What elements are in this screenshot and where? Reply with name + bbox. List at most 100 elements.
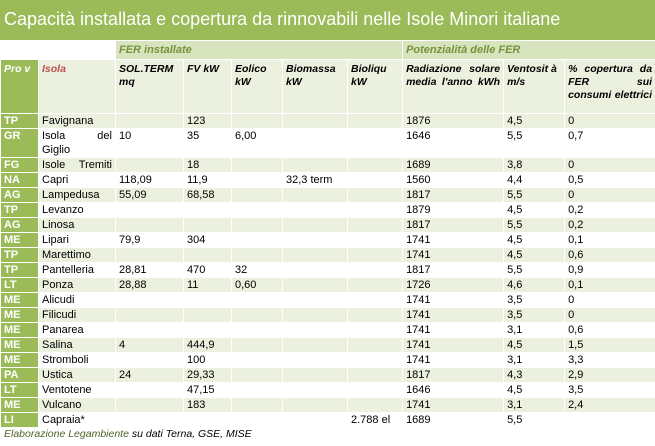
cell-biomassa bbox=[282, 157, 348, 173]
cell-biomassa bbox=[282, 128, 348, 158]
cell-prov: ME bbox=[0, 352, 39, 368]
header-prov: Pro v bbox=[0, 59, 39, 114]
cell-solterm bbox=[115, 202, 184, 218]
cell-radiazione: 1817 bbox=[402, 187, 505, 203]
cell-prov: LI bbox=[0, 412, 39, 428]
cell-biomassa bbox=[282, 322, 348, 338]
header-solterm: SOL.TERM mq bbox=[115, 59, 184, 114]
cell-copertura: 0 bbox=[564, 113, 655, 129]
cell-solterm bbox=[115, 157, 184, 173]
cell-bioliqu bbox=[346, 337, 404, 353]
cell-ventosita: 3,5 bbox=[503, 292, 566, 308]
cell-isola: Pantelleria bbox=[38, 262, 116, 278]
cell-solterm bbox=[115, 247, 184, 263]
cell-solterm bbox=[115, 217, 184, 233]
cell-eolico: 0,60 bbox=[231, 277, 283, 293]
cell-ventosita: 4,5 bbox=[503, 113, 566, 129]
cell-ventosita: 3,5 bbox=[503, 307, 566, 323]
cell-ventosita: 4,5 bbox=[503, 202, 566, 218]
cell-prov: ME bbox=[0, 322, 39, 338]
cell-fv: 183 bbox=[183, 397, 232, 413]
table-row: GR Isola del Giglio 10 35 6,00 1646 5,5 0,7 bbox=[0, 128, 655, 158]
cell-radiazione: 1879 bbox=[402, 202, 505, 218]
cell-fv: 444,9 bbox=[183, 337, 232, 353]
cell-fv: 18 bbox=[183, 157, 232, 173]
cell-radiazione: 1726 bbox=[402, 277, 505, 293]
cell-isola: Vulcano bbox=[38, 397, 116, 413]
cell-prov: AG bbox=[0, 217, 39, 233]
cell-bioliqu bbox=[346, 217, 404, 233]
cell-radiazione: 1689 bbox=[402, 412, 505, 428]
cell-bioliqu bbox=[346, 292, 404, 308]
cell-copertura bbox=[564, 412, 655, 428]
cell-biomassa bbox=[282, 202, 348, 218]
table-row: ME Panarea 1741 3,1 0,6 bbox=[0, 322, 655, 338]
cell-biomassa bbox=[282, 382, 348, 398]
cell-prov: TP bbox=[0, 247, 39, 263]
table-row: FG Isole Tremiti 18 1689 3,8 0 bbox=[0, 157, 655, 173]
cell-isola: Ponza bbox=[38, 277, 116, 293]
cell-copertura: 0,6 bbox=[564, 247, 655, 263]
table-row: LT Ventotene 47,15 1646 4,5 3,5 bbox=[0, 382, 655, 398]
band-potenzialita: Potenzialità delle FER bbox=[402, 40, 655, 60]
table-row: AG Linosa 1817 5,5 0,2 bbox=[0, 217, 655, 233]
header-eolico: Eolico kW bbox=[231, 59, 283, 114]
cell-biomassa bbox=[282, 412, 348, 428]
cell-eolico bbox=[231, 247, 283, 263]
cell-isola: Panarea bbox=[38, 322, 116, 338]
cell-ventosita: 3,8 bbox=[503, 157, 566, 173]
cell-isola: Capraia* bbox=[38, 412, 116, 428]
cell-prov: TP bbox=[0, 202, 39, 218]
header-fv: FV kW bbox=[183, 59, 232, 114]
cell-prov: ME bbox=[0, 232, 39, 248]
table-row: ME Stromboli 100 1741 3,1 3,3 bbox=[0, 352, 655, 368]
cell-biomassa bbox=[282, 262, 348, 278]
cell-fv: 11,9 bbox=[183, 172, 232, 188]
cell-eolico bbox=[231, 232, 283, 248]
cell-prov: ME bbox=[0, 307, 39, 323]
header-biomassa: Biomassa kW bbox=[282, 59, 348, 114]
table-row: PA Ustica 24 29,33 1817 4,3 2,9 bbox=[0, 367, 655, 383]
cell-bioliqu: 2.788 el bbox=[346, 412, 404, 428]
cell-solterm bbox=[115, 307, 184, 323]
cell-prov: GR bbox=[0, 128, 39, 158]
cell-fv bbox=[183, 322, 232, 338]
band-empty bbox=[38, 40, 116, 60]
cell-radiazione: 1817 bbox=[402, 367, 505, 383]
table-row: TP Marettimo 1741 4,5 0,6 bbox=[0, 247, 655, 263]
cell-bioliqu bbox=[346, 247, 404, 263]
cell-solterm bbox=[115, 292, 184, 308]
cell-radiazione: 1646 bbox=[402, 128, 505, 158]
cell-isola: Ventotene bbox=[38, 382, 116, 398]
table-row: TP Levanzo 1879 4,5 0,2 bbox=[0, 202, 655, 218]
cell-solterm: 118,09 bbox=[115, 172, 184, 188]
cell-eolico bbox=[231, 322, 283, 338]
cell-prov: ME bbox=[0, 397, 39, 413]
cell-eolico bbox=[231, 337, 283, 353]
cell-fv: 123 bbox=[183, 113, 232, 129]
cell-copertura: 0 bbox=[564, 187, 655, 203]
cell-bioliqu bbox=[346, 322, 404, 338]
cell-copertura: 0,9 bbox=[564, 262, 655, 278]
cell-biomassa bbox=[282, 337, 348, 353]
cell-ventosita: 5,5 bbox=[503, 187, 566, 203]
cell-prov: TP bbox=[0, 262, 39, 278]
cell-copertura: 0,2 bbox=[564, 202, 655, 218]
cell-bioliqu bbox=[346, 352, 404, 368]
cell-copertura: 0 bbox=[564, 307, 655, 323]
cell-fv bbox=[183, 202, 232, 218]
cell-isola: Salina bbox=[38, 337, 116, 353]
cell-prov: ME bbox=[0, 292, 39, 308]
cell-eolico bbox=[231, 187, 283, 203]
table-row: ME Salina 4 444,9 1741 4,5 1,5 bbox=[0, 337, 655, 353]
cell-ventosita: 4,3 bbox=[503, 367, 566, 383]
cell-biomassa bbox=[282, 277, 348, 293]
cell-prov: FG bbox=[0, 157, 39, 173]
cell-bioliqu bbox=[346, 113, 404, 129]
cell-solterm bbox=[115, 352, 184, 368]
cell-radiazione: 1741 bbox=[402, 232, 505, 248]
cell-ventosita: 4,5 bbox=[503, 247, 566, 263]
cell-biomassa bbox=[282, 247, 348, 263]
cell-biomassa bbox=[282, 397, 348, 413]
data-table: FER installate Potenzialità delle FER Pr… bbox=[0, 40, 655, 428]
